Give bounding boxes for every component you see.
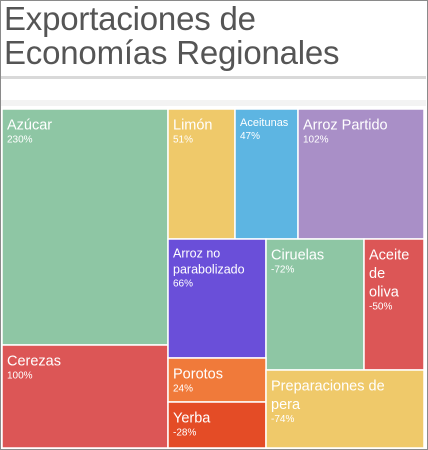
tile-label-aceite-de-oliva: Aceite bbox=[369, 248, 409, 264]
title-divider bbox=[1, 76, 426, 79]
tile-value-azucar: 230% bbox=[7, 135, 33, 146]
tile-label-preparaciones-de-pera: Preparaciones de bbox=[271, 379, 385, 395]
tile-value-preparaciones-de-pera: -74% bbox=[271, 414, 294, 425]
tile-label-yerba: Yerba bbox=[173, 411, 211, 427]
tile-rect-azucar[interactable] bbox=[1, 108, 169, 346]
tile-label-preparaciones-de-pera: pera bbox=[271, 397, 301, 413]
tile-rect-arroz-partido[interactable] bbox=[297, 108, 425, 240]
tile-value-porotos: 24% bbox=[173, 384, 193, 395]
tile-rect-cerezas[interactable] bbox=[1, 344, 169, 449]
tile-rect-aceitunas[interactable] bbox=[234, 108, 299, 240]
treemap-tile-preparaciones-de-pera[interactable]: Preparaciones de pera-74% bbox=[265, 369, 425, 449]
tile-label-ciruelas: Ciruelas bbox=[271, 248, 324, 264]
tile-label-arroz-no-parabolizado: Arroz no bbox=[173, 247, 220, 261]
tile-rect-arroz-no-parabolizado[interactable] bbox=[167, 238, 267, 359]
treemap-tile-yerba[interactable]: Yerba-28% bbox=[167, 401, 267, 449]
title-divider-shadow bbox=[1, 100, 426, 106]
tile-label-arroz-partido: Arroz Partido bbox=[303, 118, 388, 134]
tile-label-porotos: Porotos bbox=[173, 367, 223, 383]
tile-value-aceite-de-oliva: -50% bbox=[369, 301, 392, 312]
tile-label-azucar: Azúcar bbox=[7, 118, 52, 134]
tile-label-aceite-de-oliva: de bbox=[369, 266, 385, 282]
tile-rect-aceite-de-oliva[interactable] bbox=[363, 238, 425, 371]
tile-rect-ciruelas[interactable] bbox=[265, 238, 365, 371]
treemap-tile-aceite-de-oliva[interactable]: Aceite de oliva-50% bbox=[363, 238, 425, 371]
tile-value-cerezas: 100% bbox=[7, 371, 33, 382]
tile-label-limon: Limón bbox=[173, 118, 213, 134]
tile-value-aceitunas: 47% bbox=[240, 131, 260, 142]
tile-label-aceite-de-oliva: oliva bbox=[369, 284, 400, 300]
tile-rect-yerba[interactable] bbox=[167, 401, 267, 449]
treemap-tile-aceitunas[interactable]: Aceitunas 47% bbox=[234, 108, 299, 240]
tile-value-yerba: -28% bbox=[173, 428, 196, 439]
tile-label-aceitunas: Aceitunas bbox=[240, 117, 289, 129]
tile-value-arroz-no-parabolizado: 66% bbox=[173, 278, 193, 289]
tile-value-ciruelas: -72% bbox=[271, 265, 294, 276]
treemap-tile-ciruelas[interactable]: Ciruelas-72% bbox=[265, 238, 365, 371]
tile-rect-porotos[interactable] bbox=[167, 357, 267, 403]
chart-title: Exportaciones de Economías Regionales bbox=[4, 0, 340, 71]
tile-value-arroz-partido: 102% bbox=[303, 135, 329, 146]
tile-label-arroz-no-parabolizado: parabolizado bbox=[173, 262, 245, 276]
tile-label-cerezas: Cerezas bbox=[7, 354, 61, 370]
tile-value-limon: 51% bbox=[173, 135, 193, 146]
tile-rect-preparaciones-de-pera[interactable] bbox=[265, 369, 425, 449]
